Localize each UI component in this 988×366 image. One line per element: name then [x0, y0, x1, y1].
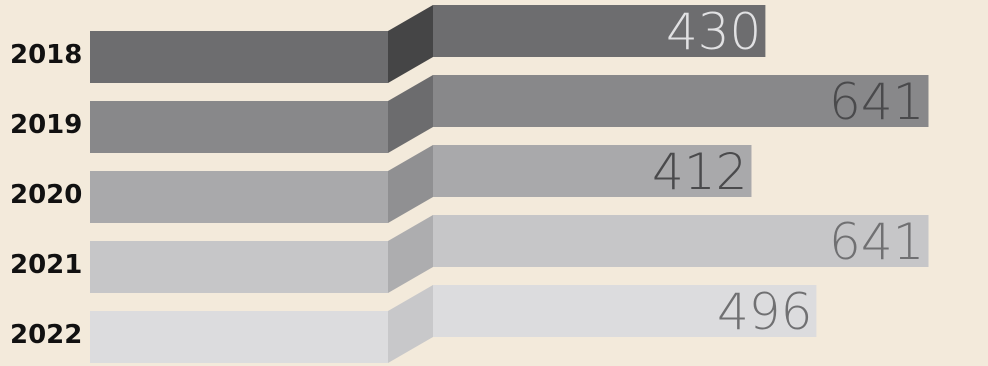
category-label-2021: 2021	[10, 250, 82, 280]
value-label-2020: 412	[652, 143, 747, 201]
bar-2022	[433, 285, 817, 337]
value-label-2022: 496	[717, 283, 812, 341]
value-label-2021: 641	[829, 213, 924, 271]
bar-fold-2020	[388, 145, 433, 223]
category-label-2020: 2020	[10, 180, 82, 210]
bar-2021	[433, 215, 929, 267]
bar-fold-2018	[388, 5, 433, 83]
bar-fold-2022	[388, 285, 433, 363]
value-label-2019: 641	[829, 73, 924, 131]
bar-2020	[433, 145, 752, 197]
bar-2019	[433, 75, 929, 127]
category-label-2022: 2022	[10, 320, 82, 350]
bar-fold-2019	[388, 75, 433, 153]
bar-left-segment-2022	[90, 311, 388, 363]
bar-2018	[433, 5, 766, 57]
category-label-2018: 2018	[10, 40, 82, 70]
bar-left-segment-2020	[90, 171, 388, 223]
category-label-2019: 2019	[10, 110, 82, 140]
bar-left-segment-2021	[90, 241, 388, 293]
value-label-2018: 430	[666, 3, 761, 61]
bar-fold-2021	[388, 215, 433, 293]
bar-left-segment-2018	[90, 31, 388, 83]
bar-left-segment-2019	[90, 101, 388, 153]
